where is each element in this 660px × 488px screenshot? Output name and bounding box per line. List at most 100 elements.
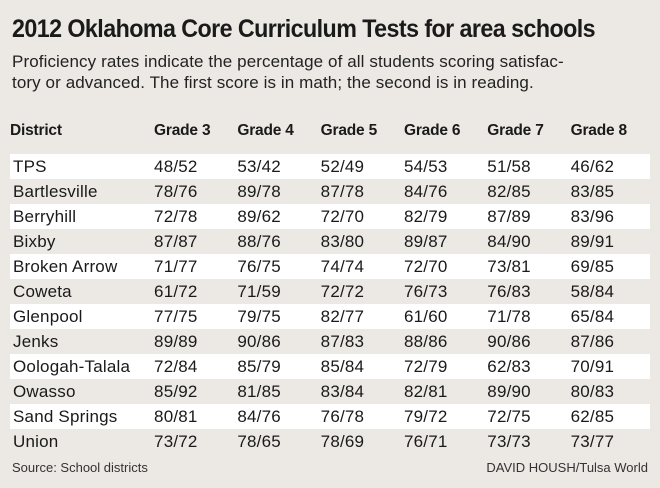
table-body: TPS 48/52 53/42 52/49 54/53 51/58 46/62 Bartles… xyxy=(10,154,650,454)
score-cell: 88/86 xyxy=(403,331,448,351)
score-cell: 71/59 xyxy=(237,281,281,301)
district-name: Owasso xyxy=(13,381,76,401)
source-note: Source: School districts xyxy=(12,460,148,475)
score-cell: 70/91 xyxy=(566,354,650,379)
score-cell: 83/85 xyxy=(570,181,615,201)
score-cell: 90/86 xyxy=(487,331,531,351)
score-cell: 85/79 xyxy=(233,354,317,379)
table-row: Glenpool 77/75 79/75 82/77 61/60 71/78 65/84 xyxy=(10,304,650,329)
score-cell: 82/77 xyxy=(316,304,400,329)
district-name: Bartlesville xyxy=(13,181,98,201)
score-cell: 73/77 xyxy=(570,431,615,451)
score-cell: 73/81 xyxy=(483,254,567,279)
district-name: Union xyxy=(13,431,59,451)
table-row: Sand Springs 80/81 84/76 76/78 79/72 72/75 62/… xyxy=(10,404,650,429)
score-cell: 76/71 xyxy=(403,431,448,451)
score-cell: 73/73 xyxy=(487,431,531,451)
header-grade-8: Grade 8 xyxy=(570,122,628,139)
score-cell: 61/60 xyxy=(399,304,484,329)
graphic-footer: Source: School districts DAVID HOUSH/Tul… xyxy=(12,460,648,475)
score-cell: 72/70 xyxy=(316,204,400,229)
score-cell: 89/62 xyxy=(233,204,317,229)
score-cell: 89/87 xyxy=(403,231,448,251)
score-cell: 85/92 xyxy=(154,381,198,401)
score-cell: 81/85 xyxy=(237,381,281,401)
score-cell: 87/86 xyxy=(570,331,615,351)
score-cell: 62/83 xyxy=(483,354,567,379)
table-row: Jenks 89/89 90/86 87/83 88/86 90/86 87/86 xyxy=(10,329,650,354)
district-name: Berryhill xyxy=(10,204,151,229)
score-cell: 72/79 xyxy=(399,354,484,379)
score-cell: 58/84 xyxy=(570,281,615,301)
score-cell: 76/78 xyxy=(316,404,400,429)
header-district: District xyxy=(10,122,62,139)
district-name: Oologah-Talala xyxy=(10,354,151,379)
subtitle-line-1: Proficiency rates indicate the percentag… xyxy=(12,52,564,71)
score-cell: 89/89 xyxy=(154,331,198,351)
score-cell: 65/84 xyxy=(566,304,650,329)
score-cell: 76/83 xyxy=(487,281,531,301)
district-name: Bixby xyxy=(13,231,56,251)
score-cell: 61/72 xyxy=(154,281,198,301)
score-cell: 82/81 xyxy=(403,381,448,401)
district-name: Jenks xyxy=(13,331,59,351)
score-cell: 71/78 xyxy=(483,304,567,329)
score-cell: 78/69 xyxy=(320,431,365,451)
score-cell: 87/87 xyxy=(154,231,198,251)
score-cell: 79/72 xyxy=(399,404,484,429)
score-cell: 84/76 xyxy=(403,181,448,201)
table-row: Owasso 85/92 81/85 83/84 82/81 89/90 80/83 xyxy=(10,379,650,404)
score-cell: 62/85 xyxy=(566,404,650,429)
score-cell: 82/79 xyxy=(399,204,484,229)
graphic-subtitle: Proficiency rates indicate the percentag… xyxy=(12,51,648,93)
score-cell: 72/84 xyxy=(150,354,234,379)
header-grade-7: Grade 7 xyxy=(487,122,544,139)
score-cell: 79/75 xyxy=(233,304,317,329)
score-cell: 46/62 xyxy=(566,154,650,179)
table-row: Berryhill 72/78 89/62 72/70 82/79 87/89 83/96 xyxy=(10,204,650,229)
score-cell: 87/83 xyxy=(320,331,365,351)
score-cell: 72/78 xyxy=(150,204,234,229)
table-header-row: District Grade 3 Grade 4 Grade 5 Grade 6… xyxy=(10,114,650,154)
score-cell: 89/90 xyxy=(487,381,531,401)
table-row: Oologah-Talala 72/84 85/79 85/84 72/79 62/83 7… xyxy=(10,354,650,379)
table-row: TPS 48/52 53/42 52/49 54/53 51/58 46/62 xyxy=(10,154,650,179)
district-name: Sand Springs xyxy=(10,404,151,429)
score-cell: 74/74 xyxy=(316,254,400,279)
score-cell: 69/85 xyxy=(566,254,650,279)
score-cell: 54/53 xyxy=(399,154,484,179)
subtitle-line-2: tory or advanced. The first score is in … xyxy=(12,73,534,92)
score-cell: 84/76 xyxy=(233,404,317,429)
table-row: Bixby 87/87 88/76 83/80 89/87 84/90 89/91 xyxy=(10,229,650,254)
table-row: Broken Arrow 71/77 76/75 74/74 72/70 73/81 69/… xyxy=(10,254,650,279)
score-cell: 77/75 xyxy=(150,304,234,329)
district-name: Coweta xyxy=(13,281,72,301)
score-cell: 82/85 xyxy=(487,181,531,201)
score-cell: 89/91 xyxy=(570,231,615,251)
header-grade-5: Grade 5 xyxy=(320,122,378,139)
district-name: Glenpool xyxy=(10,304,151,329)
district-name: Broken Arrow xyxy=(10,254,151,279)
score-cell: 87/78 xyxy=(320,181,365,201)
score-cell: 84/90 xyxy=(487,231,531,251)
score-cell: 76/75 xyxy=(233,254,317,279)
score-cell: 85/84 xyxy=(316,354,400,379)
graphic-title: 2012 Oklahoma Core Curriculum Tests for … xyxy=(12,15,596,43)
score-cell: 76/73 xyxy=(403,281,448,301)
score-cell: 88/76 xyxy=(237,231,281,251)
score-cell: 52/49 xyxy=(316,154,400,179)
table-row: Bartlesville 78/76 89/78 87/78 84/76 82/85 83/… xyxy=(10,179,650,204)
credit-line: DAVID HOUSH/Tulsa World xyxy=(486,460,648,475)
score-cell: 72/75 xyxy=(483,404,567,429)
score-cell: 71/77 xyxy=(150,254,234,279)
score-cell: 89/78 xyxy=(237,181,281,201)
score-cell: 83/80 xyxy=(320,231,365,251)
score-cell: 53/42 xyxy=(233,154,317,179)
header-grade-6: Grade 6 xyxy=(403,122,461,139)
header-grade-4: Grade 4 xyxy=(237,122,294,139)
score-cell: 80/83 xyxy=(570,381,615,401)
table-row: Coweta 61/72 71/59 72/72 76/73 76/83 58/84 xyxy=(10,279,650,304)
score-cell: 78/65 xyxy=(237,431,281,451)
score-cell: 72/70 xyxy=(399,254,484,279)
score-cell: 80/81 xyxy=(150,404,234,429)
